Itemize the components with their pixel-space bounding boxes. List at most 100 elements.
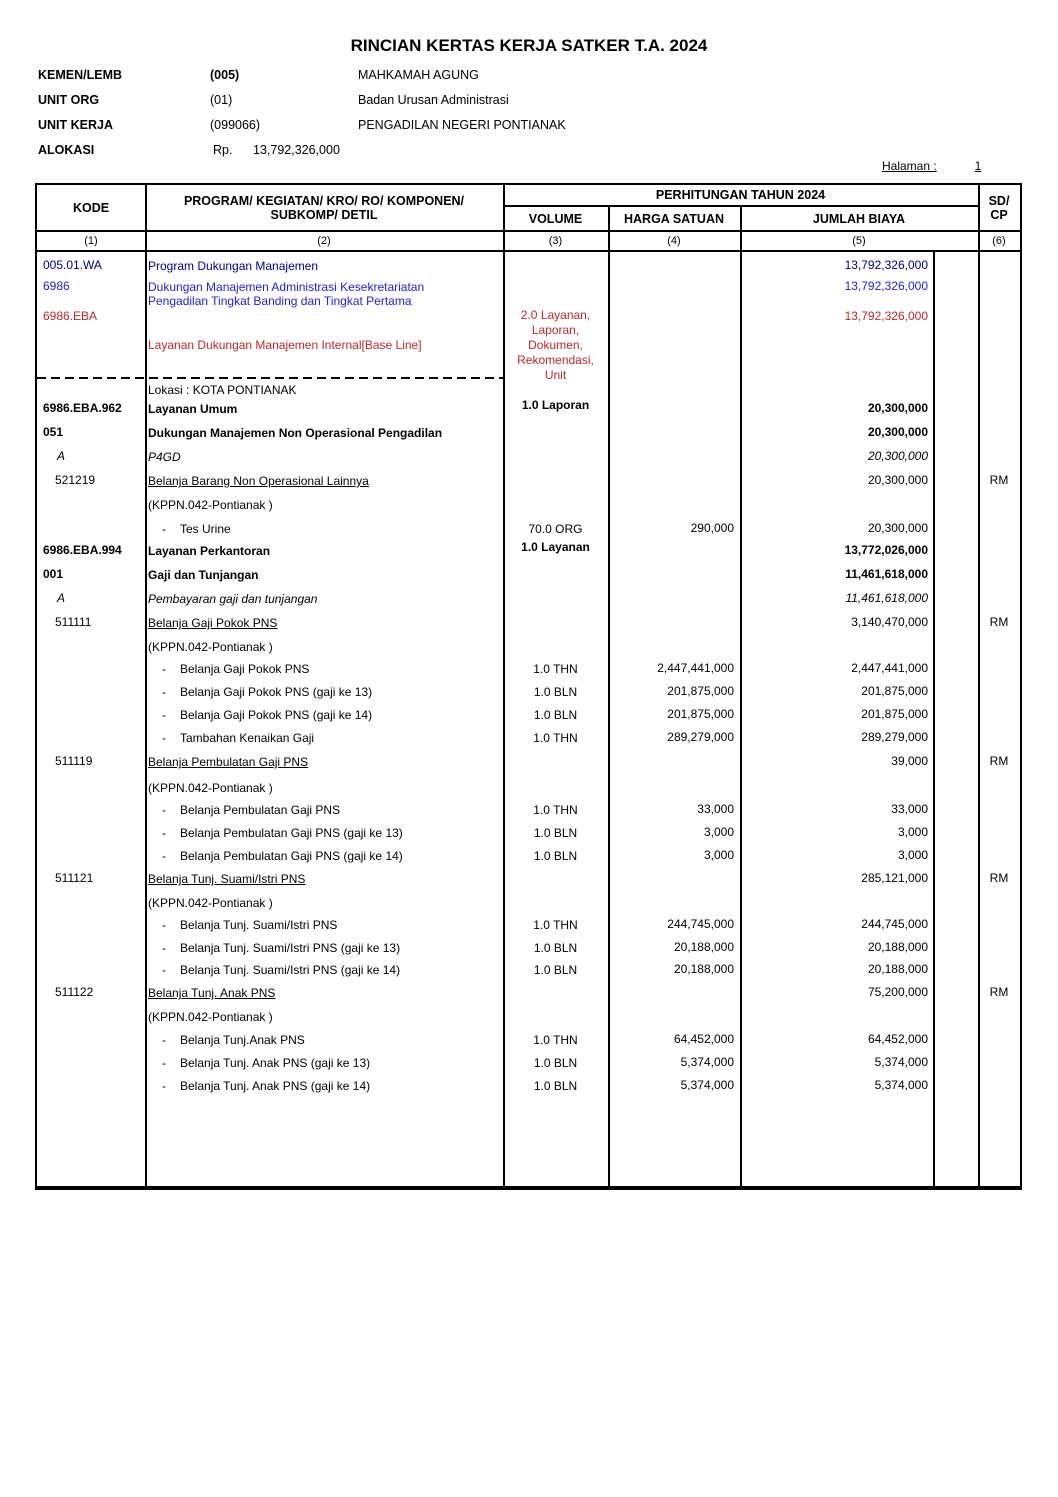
col-header-sdcp-line2: CP bbox=[990, 207, 1008, 222]
item-dash: - bbox=[162, 708, 166, 722]
col-header-sdcp-line1: SD/ bbox=[988, 193, 1010, 208]
jumlah-biaya-cell: 20,188,000 bbox=[867, 940, 928, 954]
volume-cell: 1.0 BLN bbox=[533, 941, 578, 955]
kode-cell: A bbox=[57, 449, 66, 463]
harga-satuan-cell: 20,188,000 bbox=[673, 962, 734, 976]
col-number-3: (3) bbox=[548, 235, 563, 247]
jumlah-biaya-cell: 3,000 bbox=[897, 825, 928, 839]
divider bbox=[37, 250, 1020, 252]
col-header-sdcp: SD/ CP bbox=[978, 185, 1020, 230]
detail-cell: - Belanja Tunj. Anak PNS (gaji ke 14) bbox=[145, 1079, 503, 1093]
item-label: Belanja Pembulatan Gaji PNS (gaji ke 13) bbox=[180, 826, 403, 840]
col-header-program-line2: SUBKOMP/ DETIL bbox=[270, 207, 378, 222]
detail-cell: - Tambahan Kenaikan Gaji bbox=[145, 731, 503, 745]
divider bbox=[933, 252, 935, 1186]
detail-cell: - Belanja Pembulatan Gaji PNS bbox=[145, 803, 503, 817]
jumlah-biaya-cell: 33,000 bbox=[891, 802, 928, 816]
detail-cell: Belanja Gaji Pokok PNS bbox=[148, 616, 278, 630]
volume-cell: 1.0 THN bbox=[533, 803, 578, 817]
volume-cell: 1.0 BLN bbox=[533, 963, 578, 977]
detail-cell: Dukungan Manajemen Non Operasional Penga… bbox=[148, 426, 443, 440]
volume-cell: 1.0 BLN bbox=[533, 708, 578, 722]
item-label: Belanja Tunj. Suami/Istri PNS bbox=[180, 918, 338, 932]
item-label: Belanja Tunj. Anak PNS (gaji ke 14) bbox=[180, 1079, 371, 1093]
jumlah-biaya-cell: 20,300,000 bbox=[867, 425, 928, 439]
detail-cell: P4GD bbox=[148, 450, 181, 464]
jumlah-biaya-cell: 20,300,000 bbox=[867, 401, 928, 415]
kode-cell: 6986.EBA.994 bbox=[43, 543, 122, 557]
item-dash: - bbox=[162, 1079, 166, 1093]
detail-cell: Program Dukungan Manajemen bbox=[148, 259, 319, 273]
harga-satuan-cell: 201,875,000 bbox=[667, 707, 734, 721]
halaman-label: Halaman : bbox=[882, 159, 937, 173]
field-value-alokasi: 13,792,326,000 bbox=[253, 143, 340, 157]
sdcp-cell: RM bbox=[989, 754, 1009, 768]
detail-cell: - Belanja Tunj. Suami/Istri PNS (gaji ke … bbox=[145, 941, 503, 955]
col-number-6: (6) bbox=[992, 235, 1006, 247]
jumlah-biaya-cell: 3,140,470,000 bbox=[851, 615, 928, 629]
divider bbox=[145, 252, 147, 1186]
item-label: Belanja Tunj. Suami/Istri PNS (gaji ke 1… bbox=[180, 963, 401, 977]
field-label-alokasi: ALOKASI bbox=[38, 143, 95, 157]
jumlah-biaya-cell: 13,792,326,000 bbox=[844, 258, 928, 272]
item-label: Belanja Gaji Pokok PNS (gaji ke 13) bbox=[180, 685, 373, 699]
detail-cell: Belanja Tunj. Suami/Istri PNS bbox=[148, 872, 306, 886]
volume-cell: 1.0 THN bbox=[533, 918, 578, 932]
item-label: Tambahan Kenaikan Gaji bbox=[180, 731, 315, 745]
col-number-1: (1) bbox=[84, 235, 98, 247]
item-dash: - bbox=[162, 662, 166, 676]
jumlah-biaya-cell: 13,772,026,000 bbox=[844, 543, 928, 557]
col-number-2: (2) bbox=[317, 235, 331, 247]
item-dash: - bbox=[162, 963, 166, 977]
field-code-kemenlemb: (005) bbox=[210, 68, 240, 82]
item-dash: - bbox=[162, 1056, 166, 1070]
harga-satuan-cell: 5,374,000 bbox=[680, 1078, 734, 1092]
harga-satuan-cell: 290,000 bbox=[690, 521, 734, 535]
jumlah-biaya-cell: 20,300,000 bbox=[867, 449, 928, 463]
jumlah-biaya-cell: 13,792,326,000 bbox=[844, 279, 928, 293]
divider bbox=[978, 185, 980, 252]
col-number-5: (5) bbox=[852, 235, 866, 247]
detail-cell: - Tes Urine bbox=[145, 522, 503, 536]
divider bbox=[740, 205, 742, 252]
table-body: 005.01.WA Program Dukungan Manajemen 13,79… bbox=[37, 252, 1020, 1186]
kode-cell: 6986.EBA bbox=[43, 309, 98, 323]
field-rp-alokasi: Rp. bbox=[213, 143, 233, 157]
detail-cell: - Belanja Tunj. Suami/Istri PNS bbox=[145, 918, 503, 932]
jumlah-biaya-cell: 39,000 bbox=[891, 754, 928, 768]
detail-cell: Pembayaran gaji dan tunjangan bbox=[148, 592, 318, 606]
volume-cell: 2.0 Layanan, Laporan, Dokumen, Rekomenda… bbox=[517, 308, 594, 382]
field-code-unitkerja: (099066) bbox=[210, 118, 261, 132]
harga-satuan-cell: 3,000 bbox=[703, 825, 734, 839]
volume-cell: 1.0 BLN bbox=[533, 1056, 578, 1070]
detail-cell: (KPPN.042-Pontianak ) bbox=[148, 896, 273, 910]
detail-cell: - Belanja Pembulatan Gaji PNS (gaji ke 14… bbox=[145, 849, 503, 863]
detail-cell: Layanan Umum bbox=[148, 402, 238, 416]
detail-cell: Layanan Perkantoran bbox=[148, 544, 271, 558]
item-label: Belanja Tunj. Suami/Istri PNS (gaji ke 1… bbox=[180, 941, 401, 955]
divider bbox=[503, 185, 505, 252]
item-dash: - bbox=[162, 803, 166, 817]
harga-satuan-cell: 33,000 bbox=[697, 802, 734, 816]
detail-cell: (KPPN.042-Pontianak ) bbox=[148, 640, 273, 654]
detail-cell: Gaji dan Tunjangan bbox=[148, 568, 259, 582]
kode-cell: 511119 bbox=[55, 754, 93, 768]
item-label: Belanja Tunj. Anak PNS (gaji ke 13) bbox=[180, 1056, 371, 1070]
col-header-program-line1: PROGRAM/ KEGIATAN/ KRO/ RO/ KOMPONEN/ bbox=[183, 193, 465, 208]
item-dash: - bbox=[162, 849, 166, 863]
harga-satuan-cell: 2,447,441,000 bbox=[657, 661, 734, 675]
col-header-kode: KODE bbox=[72, 200, 110, 215]
detail-cell: Lokasi : KOTA PONTIANAK bbox=[148, 383, 297, 397]
field-value-unitkerja: PENGADILAN NEGERI PONTIANAK bbox=[358, 118, 566, 132]
detail-cell: Belanja Pembulatan Gaji PNS bbox=[148, 755, 309, 769]
harga-satuan-cell: 289,279,000 bbox=[667, 730, 734, 744]
halaman-number: 1 bbox=[974, 159, 982, 173]
detail-cell: Belanja Tunj. Anak PNS bbox=[148, 986, 276, 1000]
volume-cell: 1.0 Laporan bbox=[521, 398, 590, 412]
kode-cell: 051 bbox=[43, 425, 64, 439]
volume-cell: 70.0 ORG bbox=[528, 522, 583, 536]
divider bbox=[740, 252, 742, 1186]
kode-cell: 001 bbox=[43, 567, 64, 581]
jumlah-biaya-cell: 244,745,000 bbox=[861, 917, 928, 931]
